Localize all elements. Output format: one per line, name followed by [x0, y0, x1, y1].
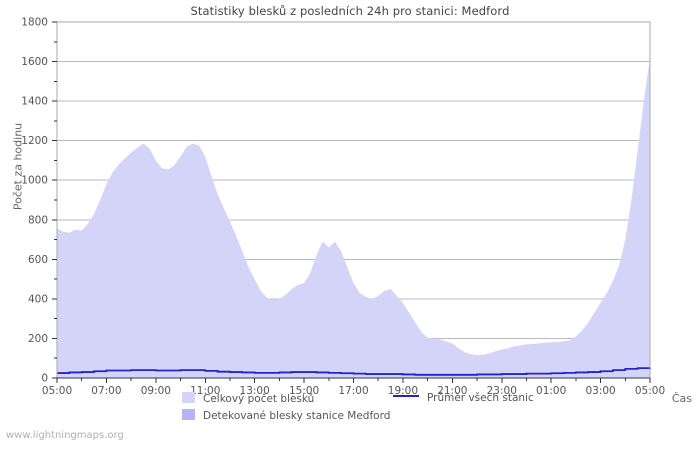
svg-text:400: 400	[28, 293, 48, 305]
legend-line-average	[393, 395, 419, 397]
page-title: Statistiky blesků z posledních 24h pro s…	[190, 4, 510, 18]
legend-label-average: Průměr všech stanic	[427, 392, 534, 404]
svg-text:11:00: 11:00	[190, 385, 220, 397]
legend-item-station: Detekované blesky stanice Medford	[182, 409, 390, 422]
svg-text:01:00: 01:00	[536, 385, 566, 397]
total-lightning-area	[57, 57, 650, 378]
svg-text:800: 800	[28, 214, 48, 226]
svg-text:1800: 1800	[21, 17, 48, 29]
site-watermark: www.lightningmaps.org	[6, 430, 124, 441]
svg-text:1600: 1600	[21, 56, 48, 68]
svg-text:05:00: 05:00	[635, 385, 665, 397]
x-axis-ticks: 05:00 07:00 09:00 11:00 13:00 15:00 17:00 19:00…	[42, 378, 665, 397]
svg-text:15:00: 15:00	[289, 385, 319, 397]
legend-swatch-station	[182, 409, 195, 420]
chart-legend: Celkový počet blesků Detekované blesky s…	[0, 392, 700, 434]
svg-text:03:00: 03:00	[585, 385, 615, 397]
svg-text:1000: 1000	[21, 175, 48, 187]
legend-swatch-total	[182, 392, 195, 403]
svg-text:200: 200	[28, 333, 48, 345]
legend-label-total: Celkový počet blesků	[203, 393, 315, 405]
average-stations-line	[57, 367, 651, 376]
svg-text:13:00: 13:00	[240, 385, 270, 397]
svg-text:09:00: 09:00	[141, 385, 171, 397]
svg-text:600: 600	[28, 254, 48, 266]
svg-text:07:00: 07:00	[91, 385, 121, 397]
legend-item-total: Celkový počet blesků	[182, 392, 314, 405]
svg-text:1400: 1400	[21, 96, 48, 108]
svg-text:23:00: 23:00	[487, 385, 517, 397]
svg-text:1200: 1200	[21, 135, 48, 147]
y-axis-ticks: 0 200 400 600 800 1000 1200 1400 1600 1800	[21, 17, 57, 385]
x-axis-title: Čas	[671, 392, 692, 405]
svg-text:0: 0	[41, 373, 48, 385]
legend-item-average: Průměr všech stanic	[393, 392, 534, 404]
svg-text:21:00: 21:00	[437, 385, 467, 397]
legend-label-station: Detekované blesky stanice Medford	[203, 410, 391, 422]
svg-text:05:00: 05:00	[42, 385, 72, 397]
svg-text:19:00: 19:00	[388, 385, 418, 397]
svg-text:17:00: 17:00	[338, 385, 368, 397]
